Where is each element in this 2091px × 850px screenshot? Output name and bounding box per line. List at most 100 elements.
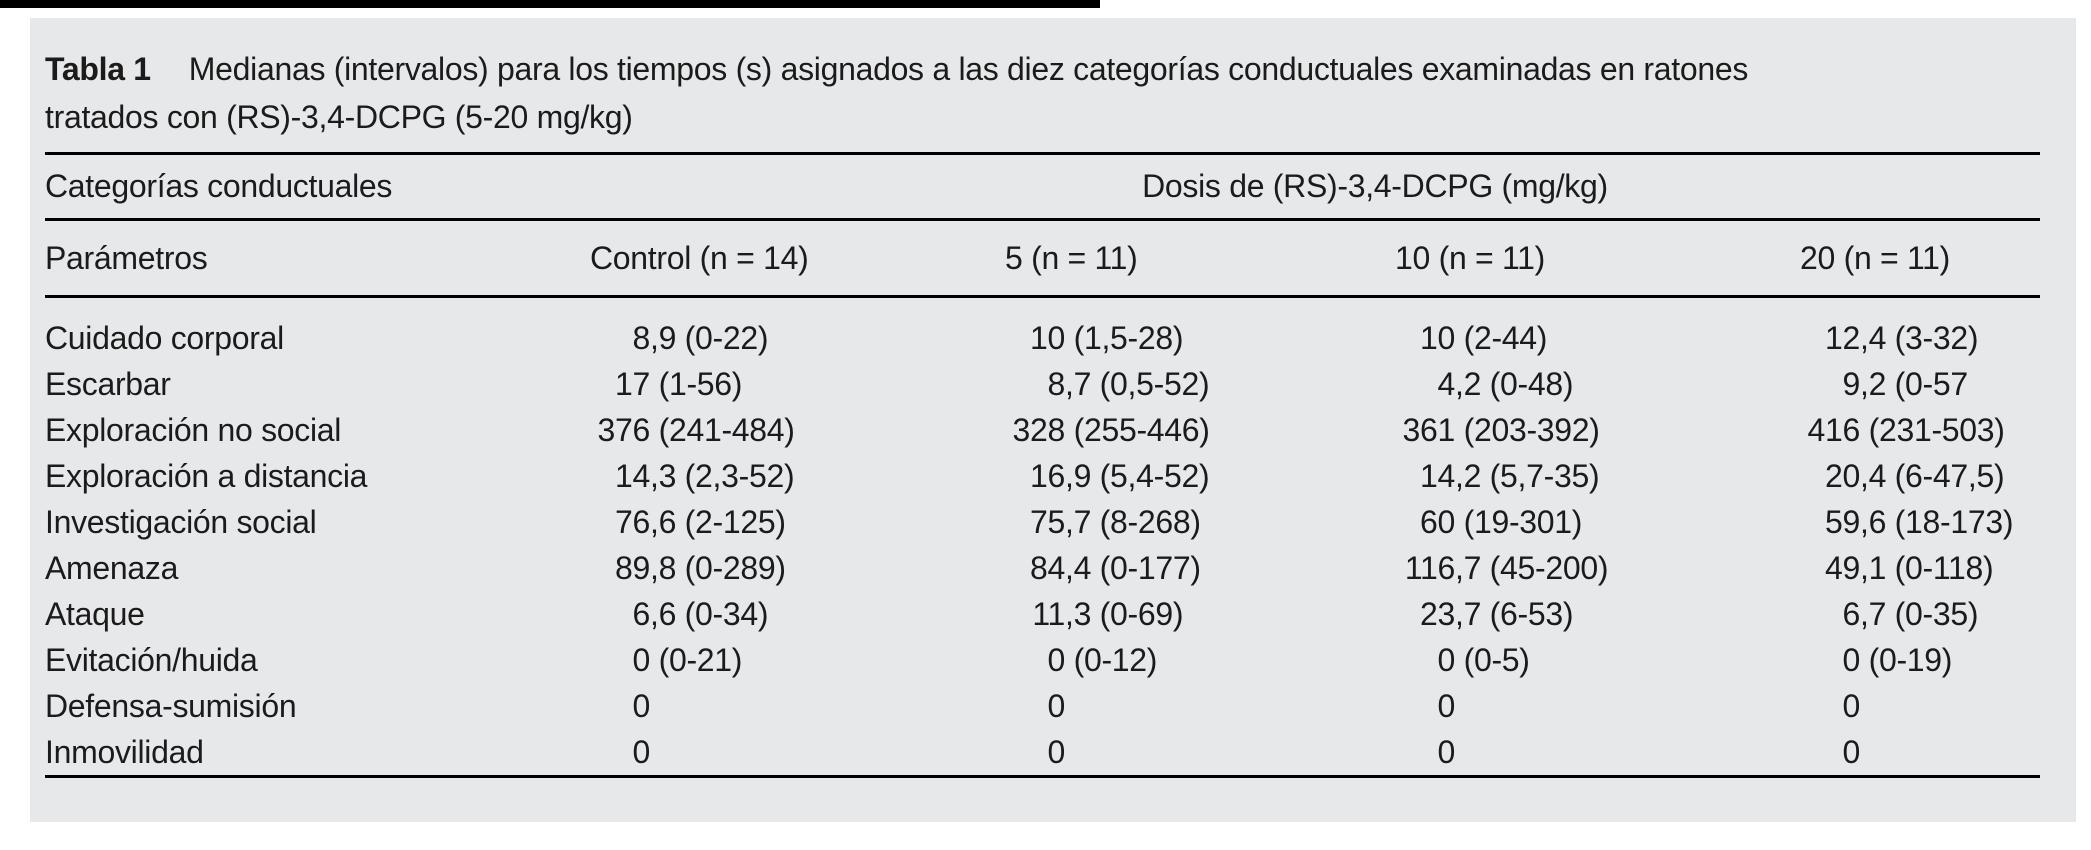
range-value: (0-12)	[1065, 642, 1158, 678]
median-value: 0	[1437, 688, 1456, 724]
column-header-dose-10: 10 (n = 11)	[1395, 239, 1545, 276]
row-label: Investigación social	[45, 504, 317, 540]
range-value: ,7 (8-268)	[1065, 504, 1201, 540]
rule-top	[45, 152, 2040, 155]
range-value: (1,5-28)	[1065, 320, 1184, 356]
data-cell: 0	[1770, 683, 2040, 729]
range-value: (2-44)	[1455, 320, 1548, 356]
top-edge-rule	[0, 0, 1100, 8]
range-value: ,2 (0-48)	[1455, 366, 1574, 402]
data-cell: 14,3 (2,3-52)	[560, 453, 975, 499]
range-value: (231-503)	[1860, 412, 2005, 448]
data-cell: 0	[560, 729, 975, 775]
data-cell: 116,7 (45-200)	[1365, 545, 1770, 591]
range-value: (1-56)	[650, 366, 743, 402]
table-row: Exploración a distancia 14,3 (2,3-52) 16…	[45, 453, 2040, 499]
row-label: Defensa-sumisión	[45, 688, 297, 724]
data-cell: 6,6 (0-34)	[560, 591, 975, 637]
table-row: Amenaza 89,8 (0-289) 84,4 (0-177) 116,7 …	[45, 545, 2040, 591]
data-cell: 0 (0-21)	[560, 637, 975, 683]
range-value: ,7 (45-200)	[1455, 550, 1609, 586]
column-header-dose-20: 20 (n = 11)	[1800, 239, 1950, 276]
median-value: 0	[632, 688, 651, 724]
data-cell: 20,4 (6-47,5)	[1770, 453, 2040, 499]
median-value: 10	[1030, 320, 1065, 356]
range-value: ,7 (6-53)	[1455, 596, 1574, 632]
median-value: 0	[632, 734, 651, 770]
median-value: 116	[1404, 550, 1455, 586]
range-value: ,9 (5,4-52)	[1065, 458, 1210, 494]
data-cell: 0 (0-5)	[1365, 637, 1770, 683]
data-cell: 376 (241-484)	[560, 407, 975, 453]
median-value: 84	[1030, 550, 1065, 586]
median-value: 76	[615, 504, 650, 540]
column-header-control: Control (n = 14)	[590, 239, 809, 276]
median-value: 75	[1030, 504, 1065, 540]
median-value: 361	[1402, 412, 1456, 448]
median-value: 0	[1437, 734, 1456, 770]
range-value: ,6 (2-125)	[650, 504, 786, 540]
data-cell: 49,1 (0-118)	[1770, 545, 2040, 591]
data-cell: 89,8 (0-289)	[560, 545, 975, 591]
data-cell: 6,7 (0-35)	[1770, 591, 2040, 637]
median-value: 0	[1842, 734, 1861, 770]
table-row: Cuidado corporal 8,9 (0-22) 10 (1,5-28) …	[45, 315, 2040, 361]
data-cell: 0	[1770, 729, 2040, 775]
data-cell: 4,2 (0-48)	[1365, 361, 1770, 407]
table-row: Inmovilidad 0 0 0 0	[45, 729, 2040, 775]
range-value: ,7 (0-35)	[1860, 596, 1979, 632]
median-value: 376	[597, 412, 651, 448]
median-value: 0	[1047, 734, 1066, 770]
range-value: ,1 (0-118)	[1860, 550, 1994, 586]
range-value: ,2 (5,7-35)	[1455, 458, 1600, 494]
median-value: 11	[1032, 596, 1065, 632]
data-cell: 16,9 (5,4-52)	[975, 453, 1365, 499]
data-cell: 0	[975, 729, 1365, 775]
median-value: 14	[1420, 458, 1455, 494]
median-value: 49	[1825, 550, 1860, 586]
data-cell: 17 (1-56)	[560, 361, 975, 407]
table-row: Defensa-sumisión 0 0 0 0	[45, 683, 2040, 729]
column-header-parameters: Parámetros	[45, 239, 208, 276]
median-value: 8	[1047, 366, 1066, 402]
data-cell: 8,9 (0-22)	[560, 315, 975, 361]
range-value: ,7 (0,5-52)	[1065, 366, 1210, 402]
caption-line-2: tratados con (RS)-3,4-DCPG (5-20 mg/kg)	[45, 99, 633, 135]
row-label: Cuidado corporal	[45, 320, 284, 356]
data-cell: 10 (1,5-28)	[975, 315, 1365, 361]
data-cell: 23,7 (6-53)	[1365, 591, 1770, 637]
median-value: 17	[615, 366, 650, 402]
data-cell: 0	[560, 683, 975, 729]
table-row: Escarbar 17 (1-56) 8,7 (0,5-52) 4,2 (0-4…	[45, 361, 2040, 407]
range-value: (19-301)	[1455, 504, 1583, 540]
data-cell: 361 (203-392)	[1365, 407, 1770, 453]
range-value: ,2 (0-57	[1860, 366, 1968, 402]
median-value: 0	[1047, 688, 1066, 724]
column-header-row: Parámetros Control (n = 14) 5 (n = 11) 1…	[45, 221, 2040, 295]
data-cell: 84,4 (0-177)	[975, 545, 1365, 591]
median-value: 0	[1047, 642, 1066, 678]
range-value: ,9 (0-22)	[650, 320, 769, 356]
data-cell: 11,3 (0-69)	[975, 591, 1365, 637]
median-value: 0	[1842, 688, 1861, 724]
rule-under-group-header	[45, 218, 2040, 221]
median-value: 16	[1030, 458, 1065, 494]
range-value: ,4 (3-32)	[1860, 320, 1979, 356]
range-value: (241-484)	[650, 412, 795, 448]
data-cell: 60 (19-301)	[1365, 499, 1770, 545]
column-header-dose-5: 5 (n = 11)	[1005, 239, 1138, 276]
group-header-dose: Dosis de (RS)-3,4-DCPG (mg/kg)	[1142, 168, 1608, 204]
data-cell: 416 (231-503)	[1770, 407, 2040, 453]
row-label: Ataque	[45, 596, 145, 632]
data-cell: 0 (0-19)	[1770, 637, 2040, 683]
median-value: 8	[632, 320, 651, 356]
median-value: 10	[1420, 320, 1455, 356]
table-row: Exploración no social 376 (241-484) 328 …	[45, 407, 2040, 453]
data-cell: 8,7 (0,5-52)	[975, 361, 1365, 407]
range-value: ,4 (0-177)	[1065, 550, 1201, 586]
data-cell: 10 (2-44)	[1365, 315, 1770, 361]
table-panel: Tabla 1 Medianas (intervalos) para los ti…	[30, 18, 2076, 822]
median-value: 4	[1437, 366, 1456, 402]
row-label: Exploración no social	[45, 412, 342, 448]
median-value: 6	[632, 596, 651, 632]
